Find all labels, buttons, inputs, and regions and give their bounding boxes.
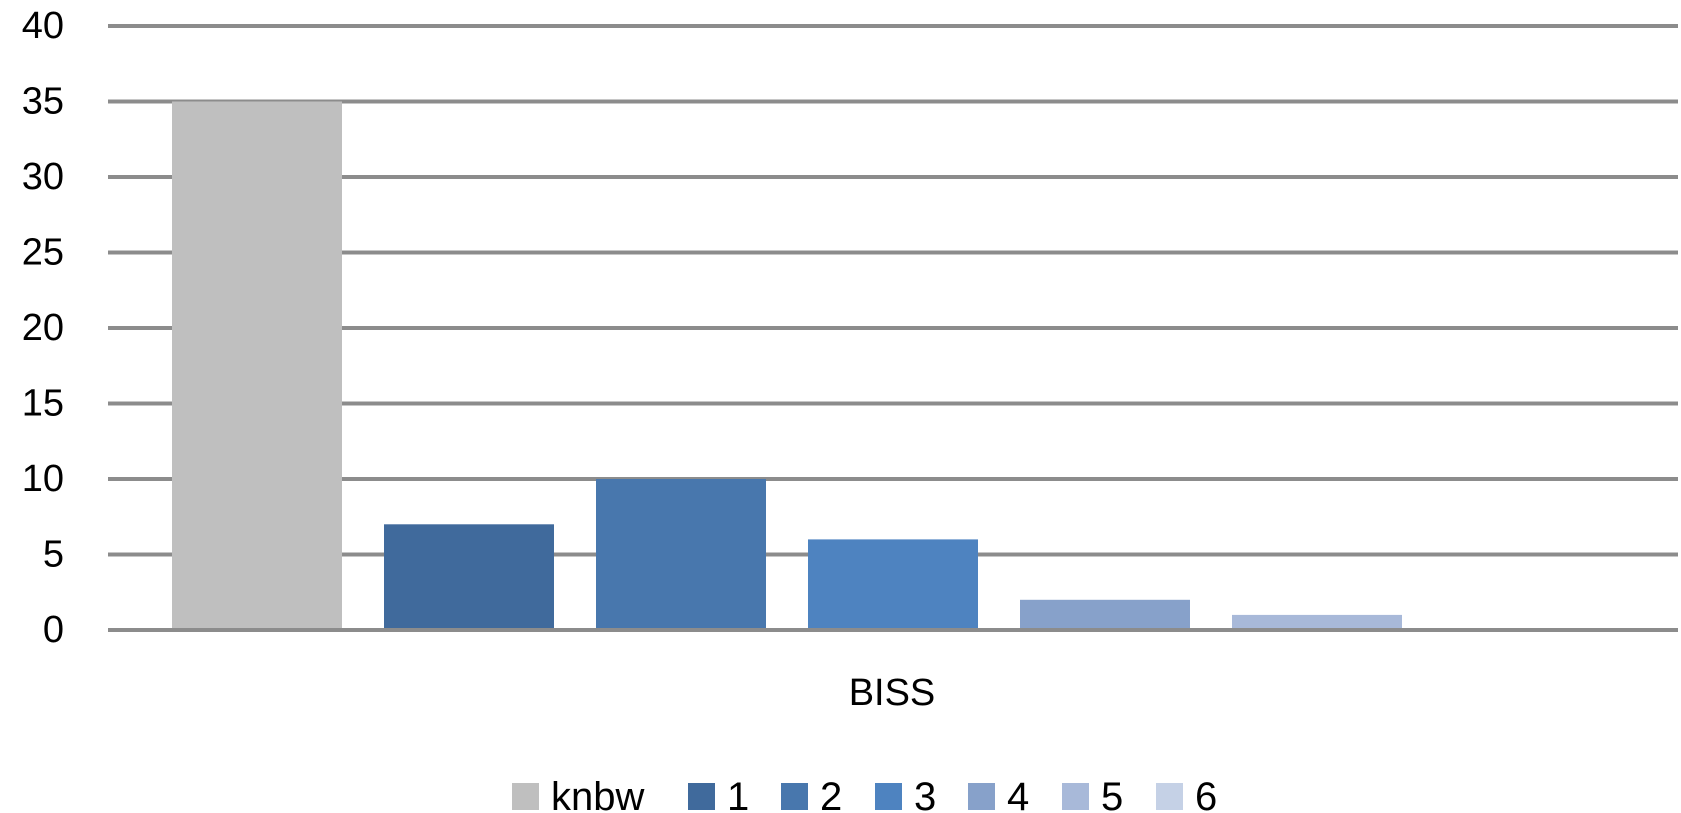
legend-item-knbw: knbw: [512, 775, 644, 813]
legend-swatch: [512, 783, 539, 810]
legend-label: 1: [727, 775, 749, 813]
bar-4: [1020, 599, 1190, 630]
legend-swatch: [688, 783, 715, 810]
gridlines: [108, 24, 1678, 557]
y-tick-label: 25: [22, 232, 64, 274]
y-tick-label: 0: [43, 609, 64, 651]
legend-item-3: 3: [875, 775, 936, 813]
legend-label: 5: [1101, 775, 1123, 813]
bars: [172, 101, 1402, 630]
legend-swatch: [1156, 783, 1183, 810]
legend-label: 3: [914, 775, 936, 813]
y-tick-label: 15: [22, 383, 64, 425]
legend-swatch: [1062, 783, 1089, 810]
y-tick-label: 40: [22, 5, 64, 47]
legend: knbw 1 2 3 4 5 6: [512, 775, 1217, 813]
legend-swatch: [781, 783, 808, 810]
bar-knbw: [172, 101, 342, 630]
bar-5: [1232, 614, 1402, 630]
category-labels: BISS: [849, 672, 936, 714]
y-tick-label: 35: [22, 81, 64, 123]
y-tick-label: 30: [22, 156, 64, 198]
legend-label: 4: [1007, 775, 1029, 813]
y-tick-label: 20: [22, 307, 64, 349]
legend-label: 2: [820, 775, 842, 813]
legend-swatch: [968, 783, 995, 810]
legend-label: 6: [1195, 775, 1217, 813]
bar-1: [384, 524, 554, 630]
x-category-label: BISS: [849, 672, 936, 714]
legend-item-4: 4: [968, 775, 1029, 813]
legend-item-1: 1: [688, 775, 749, 813]
y-axis-tick-labels: 0 5 10 15 20 25 30 35 40: [22, 5, 64, 651]
legend-item-6: 6: [1156, 775, 1217, 813]
y-tick-label: 10: [22, 458, 64, 500]
legend-item-2: 2: [781, 775, 842, 813]
legend-label: knbw: [551, 775, 644, 813]
legend-item-5: 5: [1062, 775, 1123, 813]
bar-3: [808, 539, 978, 630]
bar-2: [596, 479, 766, 630]
legend-swatch: [875, 783, 902, 810]
y-tick-label: 5: [43, 534, 64, 576]
